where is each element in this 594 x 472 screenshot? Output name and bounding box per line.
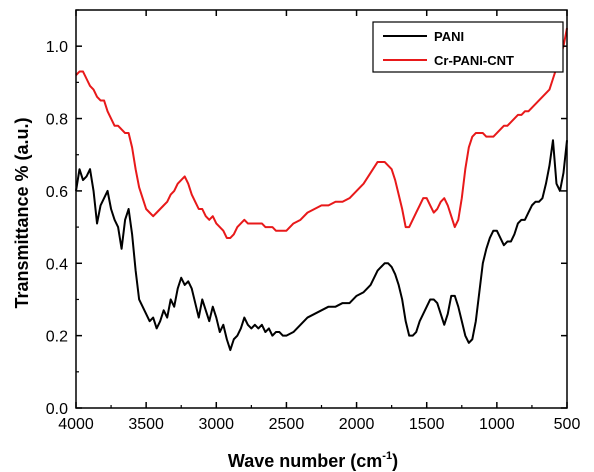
legend: PANI Cr-PANI-CNT	[372, 21, 564, 73]
x-tick-label: 1500	[409, 416, 445, 433]
y-tick-label: 1.0	[46, 39, 68, 56]
x-axis-label-suffix: )	[392, 451, 398, 471]
x-tick-label: 500	[554, 416, 581, 433]
series-line-cr-pani-cnt	[75, 27, 568, 239]
axes-layer: 4000 3500 3000 2500 2000 1500 1000 500 0.0 0.2 0.4…	[46, 9, 581, 433]
x-tick-label: 1000	[479, 416, 515, 433]
x-axis-label-sup: -1	[382, 450, 392, 462]
y-tick-label: 0.4	[46, 256, 68, 273]
x-axis-label-main: Wave number (cm	[228, 451, 382, 471]
x-tick-label: 3000	[198, 416, 234, 433]
series-line-pani	[75, 139, 568, 352]
series-layer	[75, 27, 568, 352]
x-tick-label: 2500	[269, 416, 305, 433]
x-tick-label: 2000	[339, 416, 375, 433]
y-tick-label: 0.6	[46, 184, 68, 201]
x-tick-label: 3500	[128, 416, 164, 433]
y-tick-label: 0.2	[46, 329, 68, 346]
y-tick-label: 0.0	[46, 401, 68, 418]
y-axis-label: Transmittance % (a.u.)	[12, 117, 32, 308]
legend-label-pani: PANI	[434, 29, 464, 44]
x-tick-label: 4000	[58, 416, 94, 433]
y-tick-label: 0.8	[46, 112, 68, 129]
x-axis-label: Wave number (cm-1)	[228, 450, 398, 471]
legend-label-cr-pani-cnt: Cr-PANI-CNT	[434, 53, 514, 68]
legend-box	[372, 21, 564, 73]
